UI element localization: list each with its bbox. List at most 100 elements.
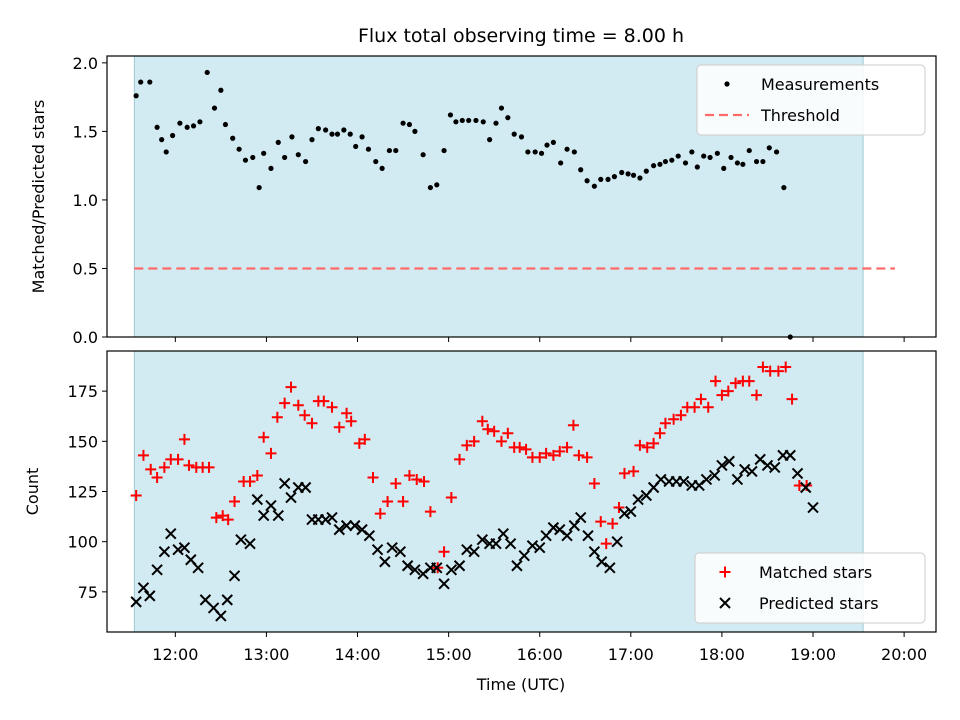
series-predicted-stars	[130, 449, 819, 622]
data-point	[333, 523, 346, 536]
data-point	[318, 395, 330, 407]
data-point	[306, 417, 318, 429]
data-point	[163, 149, 169, 155]
data-point	[800, 481, 812, 494]
data-point	[480, 119, 486, 125]
data-point	[675, 409, 687, 421]
data-point	[315, 126, 321, 132]
data-point	[235, 533, 247, 546]
data-point	[611, 535, 623, 548]
data-point	[716, 389, 728, 401]
y-tick-label: 2.0	[73, 54, 98, 73]
data-point	[497, 527, 509, 540]
data-point	[302, 158, 309, 165]
data-point	[740, 161, 746, 167]
data-point	[538, 150, 545, 156]
data-point	[630, 172, 637, 178]
data-point	[265, 499, 277, 512]
data-point	[169, 132, 176, 139]
data-point	[268, 165, 274, 171]
data-point	[272, 509, 284, 522]
count-panel: 75 100 125 150 175 12:00 13:00 14:00 15:00 16:00 1…	[23, 350, 937, 664]
data-point	[130, 596, 142, 608]
data-point	[473, 117, 479, 124]
data-point	[424, 506, 436, 518]
data-point	[780, 361, 792, 373]
x-tick-label: 13:00	[243, 645, 289, 664]
x-tick-label: 18:00	[699, 645, 745, 664]
series-measurements	[133, 69, 793, 340]
data-point	[490, 537, 502, 550]
data-point	[333, 421, 345, 433]
data-point	[495, 435, 507, 447]
data-point	[279, 397, 291, 409]
data-point	[613, 502, 625, 514]
data-point	[319, 513, 332, 526]
chart-title: Flux total observing time = 8.00 h	[358, 25, 684, 47]
data-point	[511, 131, 517, 137]
data-point	[618, 467, 630, 479]
data-point	[700, 473, 713, 486]
data-point	[707, 154, 713, 161]
data-point	[784, 449, 796, 462]
data-point	[326, 511, 338, 524]
data-point	[468, 546, 480, 558]
data-point	[584, 178, 590, 184]
data-point	[215, 610, 227, 622]
data-point	[567, 419, 579, 431]
data-point	[349, 519, 361, 532]
data-point	[534, 541, 546, 554]
data-point	[648, 437, 660, 449]
data-point	[588, 477, 600, 489]
data-point	[786, 393, 798, 405]
data-point	[454, 453, 466, 465]
data-point	[716, 459, 728, 472]
data-point	[540, 447, 552, 459]
data-point	[766, 145, 772, 151]
data-point	[359, 134, 365, 140]
data-point	[394, 546, 407, 558]
data-point	[643, 168, 649, 174]
data-point	[675, 153, 681, 159]
data-point	[261, 150, 267, 156]
data-point	[367, 471, 379, 483]
axes-frame	[106, 55, 937, 338]
data-point	[657, 161, 663, 167]
data-point	[203, 461, 215, 473]
data-point	[229, 496, 241, 508]
data-point	[659, 417, 671, 429]
data-point	[721, 165, 727, 171]
data-point	[445, 492, 457, 504]
legend-box	[694, 552, 926, 624]
data-point	[588, 546, 601, 558]
data-point	[611, 174, 618, 180]
data-point	[757, 361, 769, 373]
data-point	[723, 455, 735, 468]
data-point	[728, 154, 734, 161]
data-point	[600, 538, 612, 550]
data-point	[520, 443, 532, 455]
data-point	[374, 508, 386, 520]
data-point	[393, 147, 399, 154]
data-point	[144, 590, 156, 602]
data-point	[505, 115, 511, 121]
data-point	[655, 473, 667, 486]
data-point	[787, 334, 793, 340]
x-tick-label: 14:00	[334, 645, 380, 664]
data-point	[722, 385, 734, 397]
data-point	[459, 117, 465, 124]
data-point	[807, 501, 819, 514]
data-point	[445, 564, 458, 576]
legend-marker	[719, 597, 731, 609]
data-point	[547, 449, 559, 461]
legend-label: Threshold	[760, 106, 840, 125]
data-point	[591, 183, 597, 189]
data-point	[228, 570, 241, 582]
data-point	[598, 176, 604, 182]
data-point	[256, 184, 262, 191]
data-point	[403, 469, 415, 481]
y-tick-label: 0.0	[73, 328, 98, 347]
data-point	[133, 93, 139, 99]
legend: Measurements Threshold	[696, 64, 926, 136]
